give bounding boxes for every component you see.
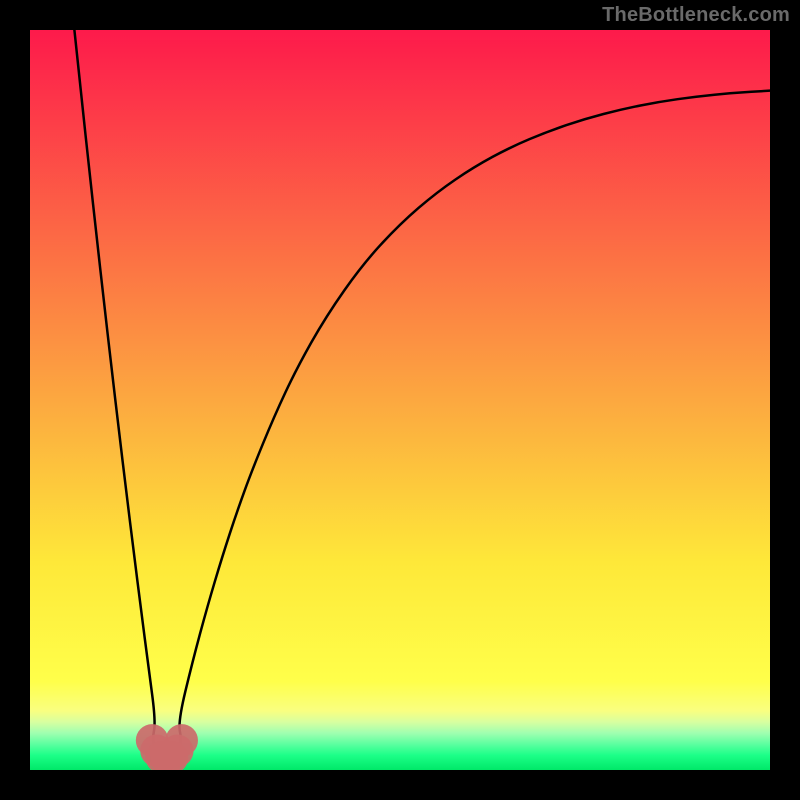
- watermark-text: TheBottleneck.com: [602, 4, 790, 27]
- chart-svg: [30, 30, 770, 770]
- chart-background-gradient: [30, 30, 770, 770]
- chart-plot-area: [30, 30, 770, 770]
